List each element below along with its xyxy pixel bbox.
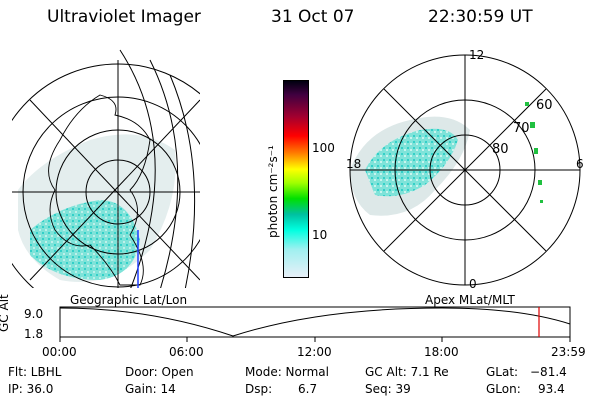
coastline bbox=[48, 94, 151, 286]
mlat-60-label: 60 bbox=[536, 98, 553, 113]
flt-info: Flt: LBHL bbox=[8, 365, 62, 379]
altitude-curve bbox=[59, 307, 571, 337]
mlt-6-label: 6 bbox=[576, 157, 584, 171]
glon-value: 93.4 bbox=[538, 382, 565, 396]
colorbar-unit-label: photon cm⁻²s⁻¹ bbox=[266, 145, 280, 238]
colorbar-tick-100: 100 bbox=[312, 141, 335, 155]
gain-info: Gain: 14 bbox=[125, 382, 176, 396]
glat-value: −81.4 bbox=[530, 365, 567, 379]
uv-emission-region bbox=[30, 200, 140, 280]
app-title: Ultraviolet Imager bbox=[47, 7, 201, 27]
x-tick-2359: 23:59 bbox=[551, 345, 586, 359]
apex-caption: Apex MLat/MLT bbox=[425, 293, 515, 307]
x-tick-1200: 12:00 bbox=[297, 345, 332, 359]
time-label: 22:30:59 UT bbox=[428, 7, 533, 27]
ip-info: IP: 36.0 bbox=[8, 382, 54, 396]
x-tick-0000: 00:00 bbox=[42, 345, 77, 359]
timeline-frame bbox=[59, 306, 571, 338]
mlt-18-label: 18 bbox=[346, 157, 361, 171]
gc-alt-info: GC Alt: 7.1 Re bbox=[365, 365, 449, 379]
door-info: Door: Open bbox=[125, 365, 194, 379]
mlat-70-label: 70 bbox=[513, 121, 530, 136]
mlt-12-label: 12 bbox=[469, 50, 484, 62]
altitude-timeline: 9.0 1.8 bbox=[24, 306, 571, 342]
date-label: 31 Oct 07 bbox=[271, 7, 355, 27]
y-tick-1-8: 1.8 bbox=[24, 327, 43, 341]
y-axis-label: GC Alt bbox=[0, 294, 11, 332]
geographic-caption: Geographic Lat/Lon bbox=[70, 293, 188, 307]
glat-label: GLat: bbox=[486, 365, 519, 379]
mlat-80-label: 80 bbox=[492, 142, 509, 157]
mlt-0-label: 0 bbox=[469, 277, 477, 290]
x-tick-1800: 18:00 bbox=[424, 345, 459, 359]
y-tick-9: 9.0 bbox=[24, 307, 43, 321]
glon-label: GLon: bbox=[486, 382, 521, 396]
polar-plot: 12 18 6 0 60 70 80 bbox=[346, 50, 584, 290]
mode-info: Mode: Normal bbox=[245, 365, 329, 379]
dsp-label: Dsp: bbox=[245, 382, 273, 396]
auroral-oval bbox=[365, 128, 458, 197]
geographic-map-panel bbox=[12, 49, 200, 288]
x-tick-0600: 06:00 bbox=[169, 345, 204, 359]
colorbar-tick-10: 10 bbox=[312, 228, 328, 242]
color-scale-bar bbox=[283, 80, 309, 278]
seq-info: Seq: 39 bbox=[365, 382, 411, 396]
dsp-value: 6.7 bbox=[298, 382, 318, 396]
